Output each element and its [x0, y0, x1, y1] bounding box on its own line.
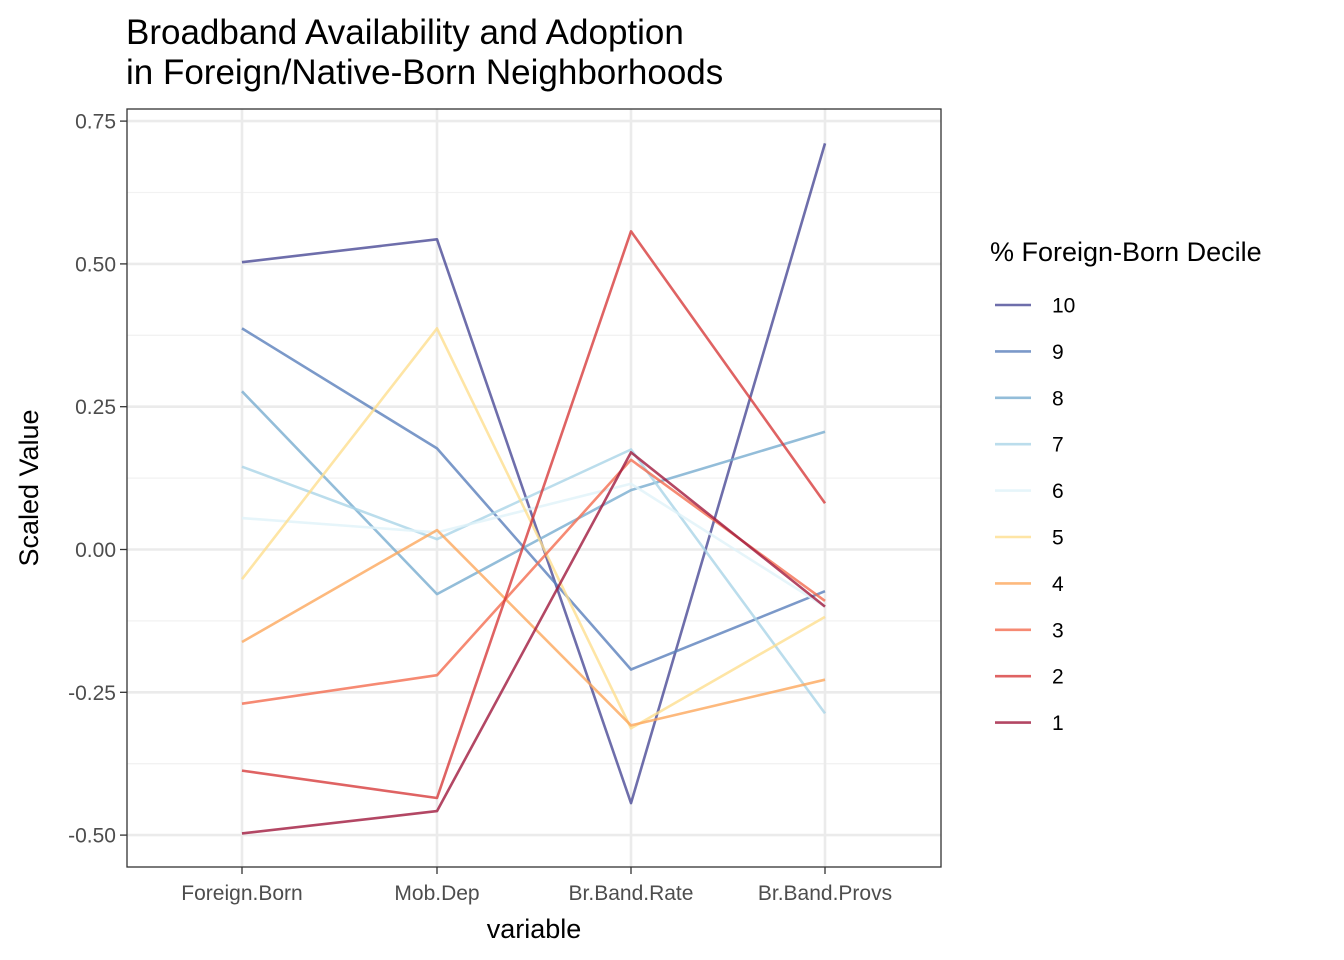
chart-title: Broadband Availability and Adoption in F…: [126, 13, 723, 92]
legend-item-decile-6: 6: [995, 480, 1064, 503]
legend-item-decile-5: 5: [995, 527, 1064, 550]
series-line-decile-4: [241, 528, 826, 727]
series-line-decile-7: [241, 448, 827, 715]
legend-label: 2: [1052, 666, 1064, 689]
minor-gridlines: [127, 191, 941, 765]
legend-item-decile-2: 2: [995, 666, 1064, 689]
x-tick-label: Br.Band.Provs: [758, 882, 892, 905]
series-line-decile-1: [241, 451, 826, 835]
legend-label: 4: [1052, 573, 1064, 596]
chart-title-line-1: Broadband Availability and Adoption: [126, 13, 684, 52]
y-axis-title: Scaled Value: [14, 409, 44, 566]
legend-item-decile-1: 1: [995, 712, 1064, 735]
y-tick-label: -0.50: [68, 825, 116, 848]
legend-label: 6: [1052, 480, 1064, 503]
legend-label: 1: [1052, 712, 1064, 735]
series-line-decile-6: [241, 482, 826, 608]
legend-item-decile-4: 4: [995, 573, 1064, 596]
legend-label: 9: [1052, 341, 1064, 364]
series-line-decile-10: [241, 143, 827, 805]
series-line-decile-9: [241, 327, 826, 671]
x-axis: Foreign.Born Mob.Dep Br.Band.Rate Br.Band.P…: [181, 867, 892, 905]
series-line-decile-2: [241, 230, 827, 800]
legend-label: 5: [1052, 527, 1064, 550]
legend-label: 10: [1052, 295, 1075, 318]
y-axis: 0.75 0.50 0.25 0.00 -0.25 -0.50: [68, 111, 127, 848]
legend-label: 7: [1052, 434, 1064, 457]
series-line-decile-8: [241, 390, 826, 596]
panel-border: [126, 108, 942, 868]
y-tick-label: -0.25: [68, 682, 116, 705]
legend-item-decile-10: 10: [995, 295, 1075, 318]
x-axis-title: variable: [487, 914, 582, 944]
legend-item-decile-7: 7: [995, 434, 1064, 457]
y-tick-label: 0.50: [75, 253, 116, 276]
legend-label: 3: [1052, 619, 1064, 642]
major-gridlines: [127, 109, 941, 867]
legend-item-decile-8: 8: [995, 387, 1064, 410]
legend: % Foreign-Born Decile 10 9 8 7 6 5 4 3 2 1: [990, 237, 1262, 735]
y-tick-label: 0.25: [75, 396, 116, 419]
series-lines: [240, 143, 827, 835]
x-tick-label: Br.Band.Rate: [569, 882, 694, 905]
y-tick-label: 0.00: [75, 539, 116, 562]
x-tick-label: Foreign.Born: [181, 882, 302, 905]
chart-title-line-2: in Foreign/Native-Born Neighborhoods: [126, 53, 723, 92]
y-tick-label: 0.75: [75, 111, 116, 134]
plot-panel: [126, 108, 942, 868]
legend-item-decile-9: 9: [995, 341, 1064, 364]
x-tick-label: Mob.Dep: [394, 882, 479, 905]
legend-label: 8: [1052, 387, 1064, 410]
series-line-decile-5: [240, 327, 826, 730]
legend-title: % Foreign-Born Decile: [990, 237, 1262, 267]
legend-items: 10 9 8 7 6 5 4 3 2 1: [995, 295, 1075, 735]
legend-item-decile-3: 3: [995, 619, 1064, 642]
